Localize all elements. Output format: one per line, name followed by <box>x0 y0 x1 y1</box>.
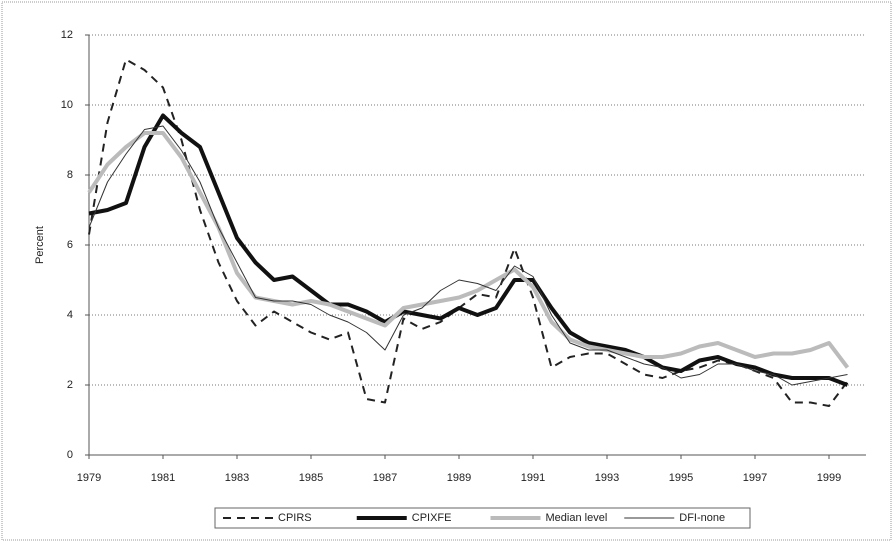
legend-label: Median level <box>546 512 608 524</box>
series-line <box>88 113 849 387</box>
y-tick-label: 8 <box>67 169 73 181</box>
x-tick-label: 1991 <box>521 472 545 484</box>
legend-label: DFI-none <box>679 512 725 524</box>
y-axis-label: Percent <box>34 226 46 264</box>
y-tick-label: 4 <box>67 309 73 321</box>
x-tick-label: 1981 <box>151 472 175 484</box>
y-tick-label: 12 <box>61 29 73 41</box>
y-tick-label: 10 <box>61 99 73 111</box>
x-tick-label: 1997 <box>743 472 767 484</box>
x-tick-label: 1979 <box>77 472 101 484</box>
x-tick-label: 1999 <box>817 472 841 484</box>
x-tick-label: 1987 <box>373 472 397 484</box>
legend-label: CPIXFE <box>412 512 452 524</box>
legend-label: CPIRS <box>278 512 312 524</box>
legend-box <box>214 507 751 529</box>
y-tick-label: 6 <box>67 239 73 251</box>
x-tick-label: 1995 <box>669 472 693 484</box>
series-line <box>88 125 848 386</box>
y-tick-label: 0 <box>67 449 73 461</box>
x-tick-label: 1983 <box>225 472 249 484</box>
y-tick-label: 2 <box>67 379 73 391</box>
series-line <box>87 131 850 369</box>
x-tick-label: 1993 <box>595 472 619 484</box>
x-tick-label: 1985 <box>299 472 323 484</box>
x-tick-label: 1989 <box>447 472 471 484</box>
